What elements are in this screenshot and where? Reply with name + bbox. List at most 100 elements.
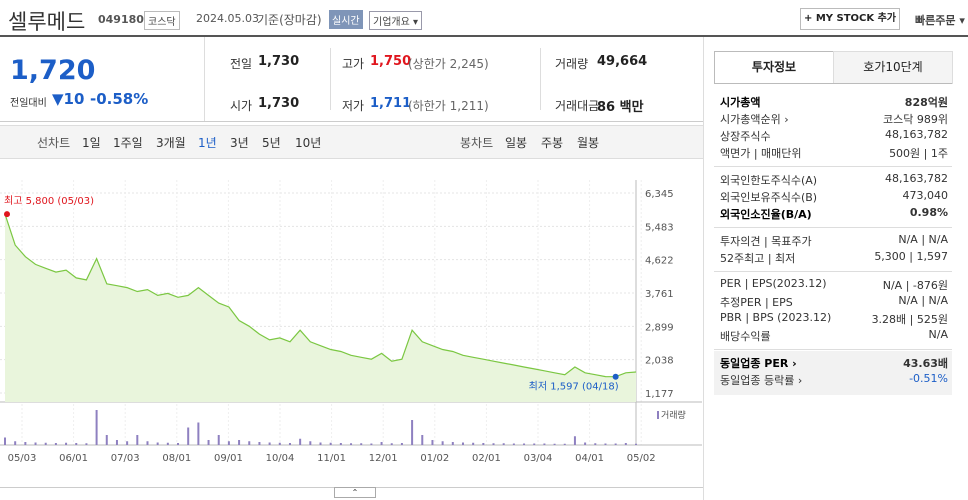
- candle-tab[interactable]: 월봉: [577, 136, 600, 150]
- x-tick-label: 12/01: [369, 453, 398, 464]
- period-tab[interactable]: 10년: [295, 136, 322, 150]
- mystock-button[interactable]: + MY STOCK 추가: [800, 8, 900, 30]
- side-label: 외국인보유주식수(B): [720, 191, 818, 204]
- x-tick-label: 07/03: [111, 453, 140, 464]
- side-row: 외국인보유주식수(B) 473,040: [720, 189, 948, 205]
- y-tick-label: 6,345: [645, 189, 674, 200]
- x-tick-label: 06/01: [59, 453, 88, 464]
- candle-tab[interactable]: 일봉: [505, 136, 528, 150]
- x-tick-label: 11/01: [317, 453, 346, 464]
- period-tab[interactable]: 1주일: [113, 136, 143, 150]
- rule: [714, 83, 952, 84]
- volume-bar: [197, 422, 200, 445]
- side-label: 시가총액: [720, 96, 761, 109]
- side-value: 0.98%: [909, 206, 948, 219]
- side-row: PBR | BPS (2023.12) 3.28배 | 525원: [720, 311, 948, 327]
- x-tick-label: 09/01: [214, 453, 243, 464]
- low-label: 최저 1,597 (04/18): [529, 381, 619, 393]
- candle-tab[interactable]: 주봉: [541, 136, 564, 150]
- x-tick-label: 10/04: [266, 453, 295, 464]
- market-badge: 코스닥: [144, 11, 180, 30]
- side-value: N/A: [928, 328, 948, 341]
- side-label: 배당수익률: [720, 330, 771, 343]
- side-label: 동일업종 PER ›: [720, 357, 797, 370]
- volume-bar: [563, 443, 566, 445]
- volume-bar: [492, 443, 495, 445]
- side-row: 시가총액 828억원: [720, 94, 948, 110]
- overview-button[interactable]: 기업개요 ▾: [369, 11, 423, 30]
- quick-order[interactable]: 빠른주문 ▾: [915, 14, 965, 27]
- volume-bar: [635, 443, 637, 445]
- realtime-badge[interactable]: 실시간: [329, 10, 363, 29]
- y-tick-label: 3,761: [645, 289, 674, 300]
- side-tab[interactable]: 호가10단계: [833, 51, 953, 84]
- side-value: N/A | -876원: [882, 279, 948, 292]
- low-point: [612, 373, 619, 380]
- volume-bar: [288, 443, 291, 445]
- header-rule: [0, 35, 968, 37]
- side-value: 828억원: [904, 96, 948, 109]
- y-tick-label: 1,177: [645, 389, 674, 400]
- side-panel: [703, 37, 968, 500]
- side-value: 500원 | 1주: [889, 147, 948, 160]
- rule: [714, 166, 952, 167]
- divider: [204, 37, 205, 121]
- tab-bar: [0, 125, 703, 159]
- side-label: PBR | BPS (2023.12): [720, 311, 832, 324]
- side-row: 동일업종 등락률 › -0.51%: [720, 372, 948, 388]
- volume-bar: [156, 442, 159, 445]
- side-tab-selected[interactable]: 투자정보: [714, 51, 834, 83]
- quote-value: 1,730: [258, 54, 300, 69]
- collapse-button[interactable]: ⌃: [334, 487, 376, 498]
- change-pct: -0.58%: [90, 90, 149, 108]
- volume-bar: [543, 443, 546, 445]
- volume-bar: [126, 441, 129, 445]
- period-tab[interactable]: 3년: [230, 136, 249, 150]
- stock-code: 049180: [98, 13, 144, 26]
- volume-bar: [177, 443, 180, 445]
- volume-bar: [227, 441, 230, 445]
- period-tab[interactable]: 1년: [198, 136, 217, 150]
- volume-bar: [604, 443, 607, 445]
- volume-label: 거래량: [661, 409, 686, 421]
- x-tick-label: 05/02: [627, 453, 656, 464]
- quote-label: 거래량: [555, 57, 589, 71]
- volume-bar: [461, 442, 464, 445]
- volume-legend: [657, 411, 659, 419]
- period-tab[interactable]: 3개월: [156, 136, 186, 150]
- quote-label: 거래대금: [555, 99, 600, 113]
- side-value: 3.28배 | 525원: [871, 313, 948, 326]
- quote-value: 49,664: [597, 54, 648, 69]
- period-tab[interactable]: 5년: [262, 136, 281, 150]
- side-row: PER | EPS(2023.12) N/A | -876원: [720, 277, 948, 293]
- volume-bar: [411, 420, 414, 445]
- volume-bar: [472, 442, 475, 445]
- side-row: 외국인소진율(B/A) 0.98%: [720, 206, 948, 222]
- y-tick-label: 4,622: [645, 256, 674, 267]
- volume-bar: [350, 443, 353, 445]
- basis: 기준(장마감): [257, 13, 322, 27]
- side-row: 추정PER | EPS N/A | N/A: [720, 294, 948, 310]
- volume-bar: [217, 435, 220, 445]
- side-value: 48,163,782: [885, 172, 948, 185]
- volume-bar: [421, 435, 424, 445]
- quote-note: (하한가 1,211): [408, 99, 489, 113]
- volume-bar: [85, 443, 88, 445]
- volume-bar: [594, 443, 597, 445]
- side-row: 52주최고 | 최저 5,300 | 1,597: [720, 250, 948, 266]
- volume-bar: [136, 435, 139, 445]
- price-chart: 6,345 5,483 4,622 3,761 2,899 2,038 1,177 05/03…: [0, 180, 702, 464]
- volume-bar: [431, 440, 434, 445]
- volume-bar: [553, 443, 556, 445]
- x-tick-label: 02/01: [472, 453, 501, 464]
- period-tab[interactable]: 1일: [82, 136, 101, 150]
- volume-bar: [482, 443, 485, 445]
- side-value: N/A | N/A: [898, 294, 948, 307]
- price: 1,720: [10, 55, 96, 86]
- volume-bar: [75, 443, 78, 445]
- volume-bar: [146, 441, 149, 445]
- candle-chart-label: 봉차트: [460, 136, 494, 150]
- quote-value: 1,711: [370, 96, 412, 111]
- overview-text: 기업개요: [373, 17, 410, 28]
- volume-bar: [370, 443, 373, 445]
